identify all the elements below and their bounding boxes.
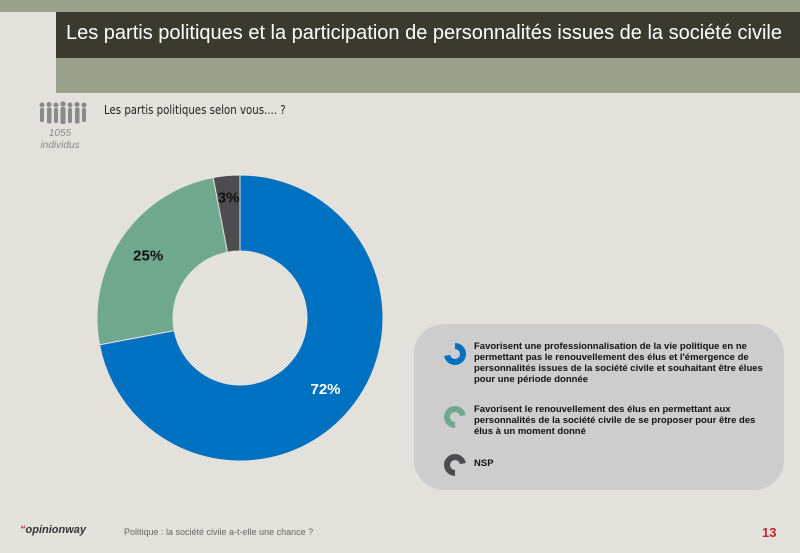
people-icon [39, 101, 87, 124]
sample-size: 1055 individus [30, 128, 90, 152]
sample-unit: individus [40, 140, 80, 151]
page-title: Les partis politiques et la participatio… [66, 22, 782, 44]
legend-swatch-green-icon [444, 406, 466, 428]
legend-item-nsp: NSP [444, 452, 774, 476]
sample-count: 1055 [48, 128, 72, 139]
legend-swatch-blue-icon [444, 343, 466, 365]
donut-slice [98, 174, 384, 462]
footer-caption: Politique : la société civile a-t-elle u… [124, 527, 314, 537]
donut-chart: 72% 25% 3% [96, 174, 384, 462]
header-left-strip [0, 12, 56, 93]
opinionway-logo: “opinionway [20, 524, 86, 536]
page-number: 13 [762, 525, 777, 540]
legend-label: Favorisent le renouvellement des élus en… [474, 404, 756, 437]
legend-label: NSP [474, 458, 494, 469]
title-bar: Les partis politiques et la participatio… [56, 12, 800, 58]
legend-item-renouvellement: Favorisent le renouvellement des élus en… [444, 404, 774, 437]
slice-value-label: 72% [311, 381, 341, 398]
legend: Favorisent une professionnalisation de l… [414, 324, 784, 490]
donut-slice [96, 176, 229, 346]
legend-item-professionalisation: Favorisent une professionnalisation de l… [444, 341, 774, 385]
legend-label: Favorisent une professionnalisation de l… [474, 341, 763, 385]
slice-value-label: 3% [218, 190, 240, 207]
slice-value-label: 25% [133, 248, 163, 265]
legend-swatch-grey-icon [444, 454, 466, 476]
donut-slice [212, 174, 241, 253]
question-text: Les partis politiques selon vous.... ? [104, 103, 286, 117]
